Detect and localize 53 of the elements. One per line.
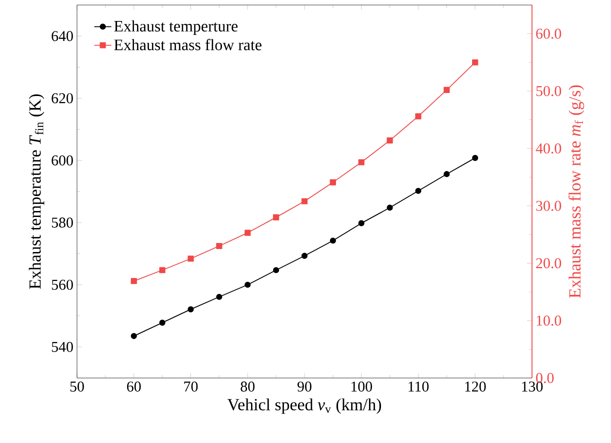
point [358,159,364,166]
y2-tick-label: 30.0 [536,200,562,211]
y2-tick-label: 40.0 [536,143,562,154]
y2-tick-label: 10.0 [536,316,562,326]
y2-tick-label: 50.0 [536,86,562,96]
point [159,320,166,326]
x-axis-title: Vehicl speed v$_{v}$ (km/h) [227,398,382,414]
y-tick-label: 640 [52,31,73,42]
y2-tick-label: 0.0 [536,372,554,384]
point [415,188,422,194]
point [244,282,251,288]
point [244,230,251,236]
y2-tick-label: 60.0 [536,28,562,39]
x-tick-label: 80 [240,382,255,392]
point [444,171,450,178]
x-tick-label: 50 [70,382,84,392]
point [216,242,222,250]
y-tick-label: 620 [52,93,73,104]
point [472,59,478,66]
x-tick-label: 100 [351,382,372,392]
legend-label: Exhaust temperture [114,20,238,35]
y-tick-label: 580 [52,218,73,228]
point [273,214,280,220]
point [273,267,280,274]
point [188,306,194,312]
point [386,137,393,144]
x-tick-label: 110 [408,382,429,392]
y-axis-title: Exhaust temperature T$_{fin}$ (K) [28,94,44,289]
point [444,86,450,93]
x-tick-label: 130 [522,382,543,392]
y-tick-label: 560 [52,280,73,290]
point [216,294,222,300]
y2-axis-title: Exhaust mass flow rate m$_{f}$ (g/s) [568,85,584,298]
point [301,198,308,204]
legend-label: Exhaust mass flow rate [114,38,262,50]
x-tick-label: 90 [298,382,312,392]
point [330,179,336,186]
point [301,252,308,259]
x-tick-label: 120 [465,382,486,392]
y-tick-label: 600 [52,155,73,166]
point [130,278,137,284]
point [188,256,194,262]
point [330,238,336,244]
point [130,332,137,340]
x-tick-label: 60 [127,382,141,392]
y-tick-label: 540 [52,342,73,352]
point [358,220,364,226]
y2-tick-label: 20.0 [536,258,562,268]
point [159,267,166,274]
point [472,154,478,161]
point [415,113,422,120]
point [386,204,393,211]
x-tick-label: 70 [184,382,198,392]
